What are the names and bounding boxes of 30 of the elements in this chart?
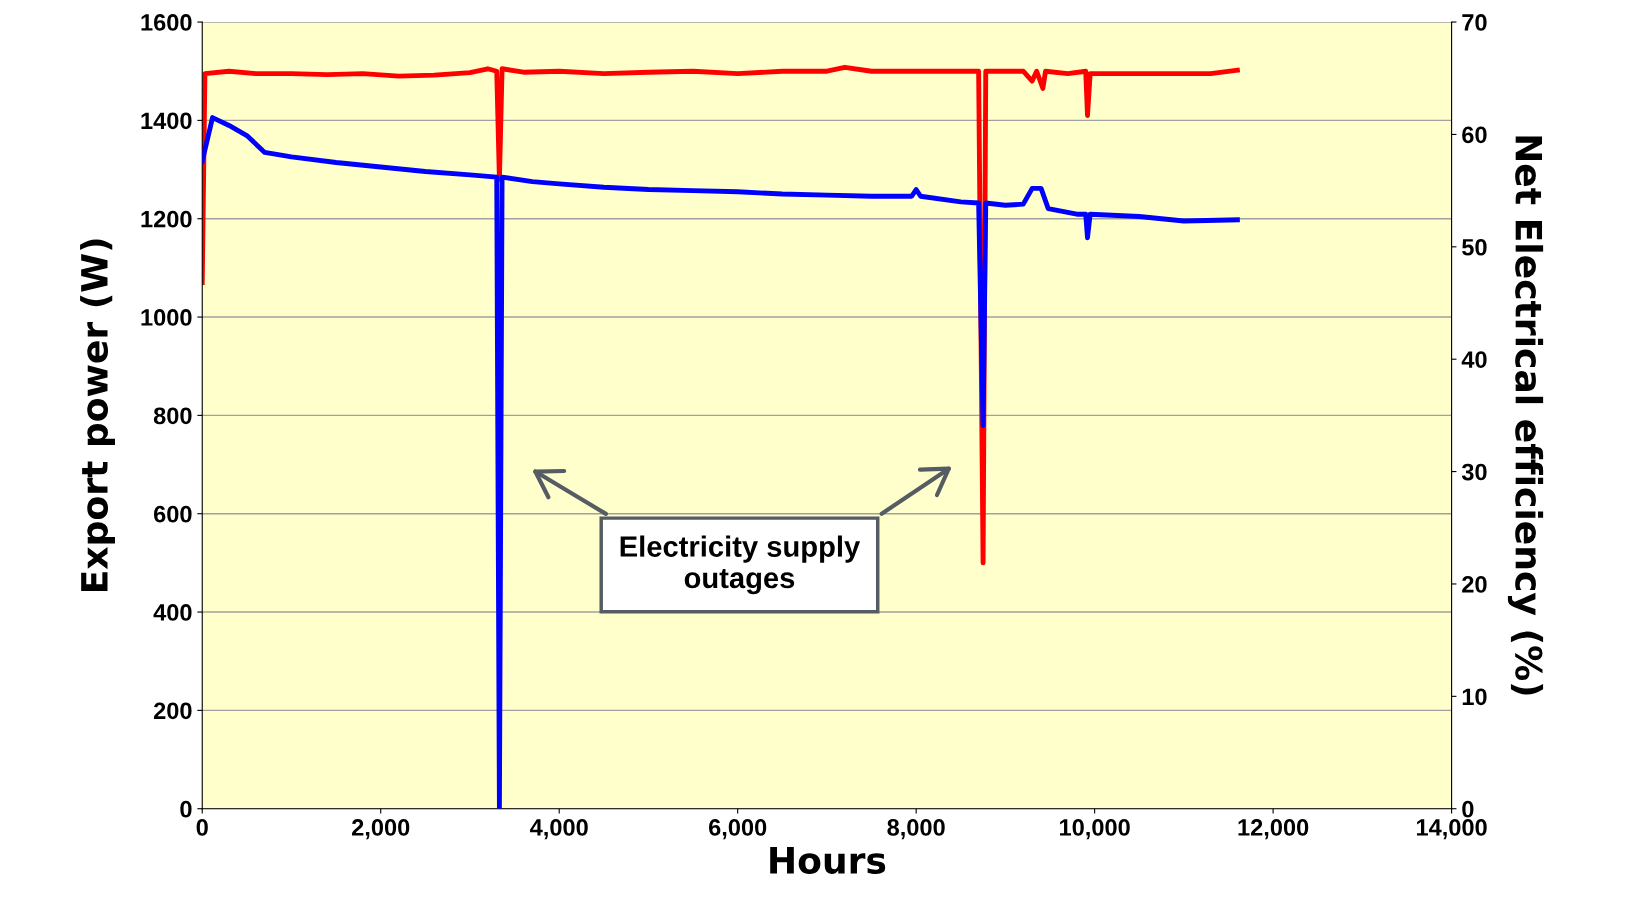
- y-tick-label: 200: [153, 702, 192, 720]
- x-axis-title: Hours: [770, 847, 886, 874]
- x-tick-label: 2,000: [352, 819, 410, 840]
- y2-tick-label: 10: [1462, 688, 1487, 706]
- y-tick-label: 1600: [141, 14, 192, 31]
- x-tick-label: 8,000: [887, 819, 945, 840]
- y2-tick-label: 50: [1462, 238, 1487, 256]
- y2-tick-label: 30: [1461, 463, 1487, 481]
- y2-tick-label: 70: [1462, 14, 1487, 31]
- y2-tick-label: 40: [1461, 351, 1487, 368]
- y2-tick-label: 20: [1462, 576, 1487, 593]
- x-tick-label: 12,000: [1238, 819, 1309, 840]
- y-tick-label: 1200: [141, 210, 192, 228]
- y-tick-label: 600: [154, 505, 192, 523]
- y-tick-label: 400: [153, 604, 192, 621]
- y-tick-label: 1000: [141, 309, 192, 326]
- line-series: [202, 115, 1240, 809]
- y2-axis-title: Net Electrical efficiency (%): [1507, 136, 1544, 695]
- y-tick-label: 800: [153, 407, 192, 425]
- y2-tick-label: 60: [1462, 126, 1487, 144]
- x-tick-label: 14,000: [1416, 819, 1487, 840]
- y-tick-label: 0: [180, 800, 192, 818]
- x-tick-label: 6,000: [709, 819, 767, 840]
- x-tick-label: 0: [196, 819, 208, 836]
- annotation: Electricity supply outages: [620, 535, 861, 595]
- y-axis-title: Export power (W): [80, 239, 115, 592]
- y-tick-label: 1400: [141, 112, 192, 130]
- x-tick-label: 4,000: [530, 819, 588, 840]
- y2-tick-label: 0: [1462, 800, 1474, 818]
- x-tick-label: 10,000: [1060, 819, 1130, 840]
